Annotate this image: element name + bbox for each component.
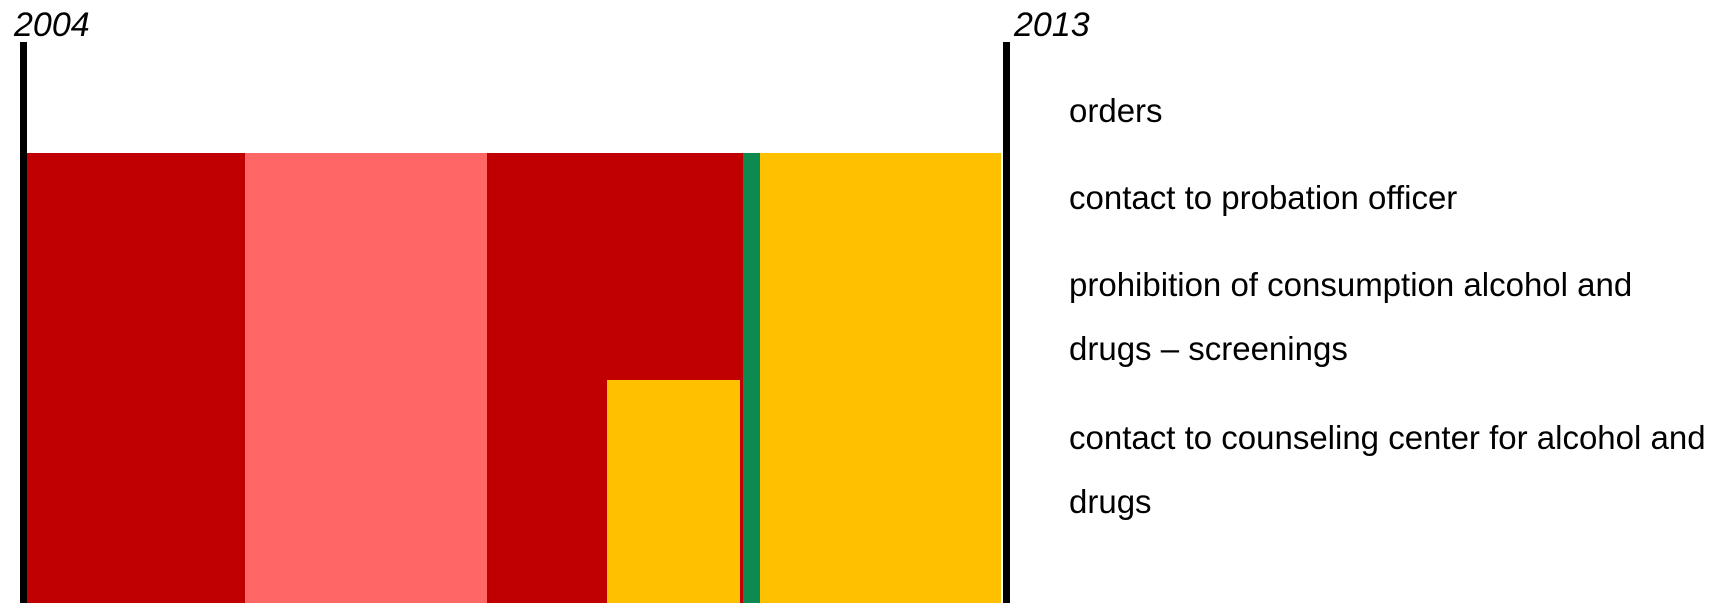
legend-item-counseling-center: contact to counseling center for alcohol…	[1069, 419, 1706, 520]
legend-item-prohibition-screenings: prohibition of consumption alcohol and d…	[1069, 266, 1633, 367]
start-axis-line	[20, 42, 27, 603]
yellow-inner-block	[607, 380, 740, 603]
end-axis-line	[1003, 42, 1010, 603]
start-year-label: 2004	[14, 6, 90, 44]
light-red-block	[245, 153, 487, 603]
legend-item-probation-officer: contact to probation officer	[1069, 179, 1458, 216]
green-stripe	[743, 153, 760, 603]
legend-item-orders: orders	[1069, 92, 1163, 129]
dark-red-block-1	[27, 153, 245, 603]
yellow-block	[760, 153, 1001, 603]
end-year-label: 2013	[1014, 6, 1090, 44]
